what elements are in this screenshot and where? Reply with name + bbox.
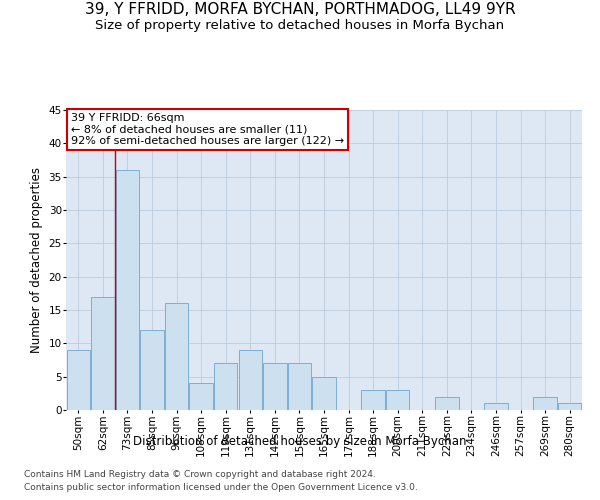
Text: 39 Y FFRIDD: 66sqm
← 8% of detached houses are smaller (11)
92% of semi-detached: 39 Y FFRIDD: 66sqm ← 8% of detached hous… [71,113,344,146]
Y-axis label: Number of detached properties: Number of detached properties [30,167,43,353]
Text: Contains HM Land Registry data © Crown copyright and database right 2024.: Contains HM Land Registry data © Crown c… [24,470,376,479]
Bar [435,396,458,410]
Bar [484,404,508,410]
Bar [288,364,311,410]
Bar [165,304,188,410]
Bar [239,350,262,410]
Bar [190,384,213,410]
Text: Distribution of detached houses by size in Morfa Bychan: Distribution of detached houses by size … [133,435,467,448]
Bar [313,376,335,410]
Bar [67,350,90,410]
Bar [386,390,409,410]
Bar [116,170,139,410]
Bar [214,364,238,410]
Text: 39, Y FFRIDD, MORFA BYCHAN, PORTHMADOG, LL49 9YR: 39, Y FFRIDD, MORFA BYCHAN, PORTHMADOG, … [85,2,515,18]
Text: Contains public sector information licensed under the Open Government Licence v3: Contains public sector information licen… [24,482,418,492]
Bar [91,296,115,410]
Bar [361,390,385,410]
Bar [140,330,164,410]
Bar [533,396,557,410]
Bar [263,364,287,410]
Text: Size of property relative to detached houses in Morfa Bychan: Size of property relative to detached ho… [95,19,505,32]
Bar [558,404,581,410]
